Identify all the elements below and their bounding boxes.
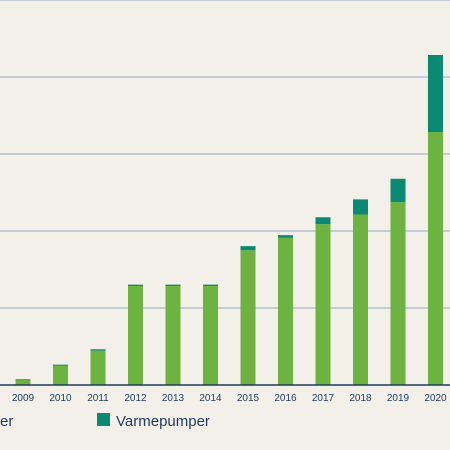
x-tick-label-2015: 2015 — [237, 393, 260, 404]
x-tick-label-2018: 2018 — [349, 393, 372, 404]
bar-2020-series-1 — [428, 55, 443, 132]
gridlines — [0, 0, 450, 309]
bar-2015-series-1 — [240, 246, 256, 251]
bar-2015-series-0 — [240, 250, 256, 385]
x-tick-label-2012: 2012 — [124, 393, 147, 404]
bar-2016-series-0 — [278, 237, 293, 385]
bar-2011-series-0 — [90, 350, 106, 385]
x-tick-label-2009: 2009 — [12, 393, 35, 404]
bar-2012-series-0 — [128, 286, 143, 385]
bar-2012-series-1 — [128, 284, 143, 286]
bar-2013-series-0 — [165, 286, 181, 385]
bar-2018-series-0 — [353, 214, 368, 385]
x-tick-label-2016: 2016 — [274, 393, 297, 404]
bar-2017-series-0 — [315, 224, 331, 385]
bar-2016-series-1 — [278, 235, 293, 238]
bar-2011-series-1 — [90, 349, 106, 351]
bar-2014-series-0 — [203, 286, 218, 385]
x-tick-label-2019: 2019 — [387, 393, 410, 404]
x-tick-label-2017: 2017 — [312, 393, 335, 404]
x-tick-label-2020: 2020 — [424, 393, 447, 404]
legend-label-varmepumper: Varmepumper — [116, 413, 210, 430]
x-tick-label-2010: 2010 — [49, 393, 72, 404]
bar-2019-series-0 — [390, 202, 406, 385]
legend: er Varmepumper — [0, 413, 210, 430]
legend-swatch-varmepumper — [97, 413, 110, 426]
bar-2018-series-1 — [353, 199, 368, 215]
bar-2013-series-1 — [165, 284, 181, 286]
bar-2019-series-1 — [390, 178, 406, 203]
bar-2014-series-1 — [203, 284, 218, 286]
bar-2017-series-1 — [315, 217, 331, 225]
bar-2009-series-0 — [15, 379, 31, 385]
x-tick-labels: 2009 2010 2011 2012 2013 2014 2015 2016 2017 2018… — [12, 393, 447, 404]
x-tick-label-2014: 2014 — [199, 393, 222, 404]
bars — [15, 55, 443, 385]
legend-label-partial: er — [0, 413, 13, 430]
x-tick-label-2011: 2011 — [87, 393, 109, 404]
bar-2010-series-0 — [53, 365, 68, 385]
bar-2020-series-0 — [428, 132, 443, 385]
bar-2010-series-1 — [53, 364, 68, 366]
x-tick-label-2013: 2013 — [162, 393, 185, 404]
